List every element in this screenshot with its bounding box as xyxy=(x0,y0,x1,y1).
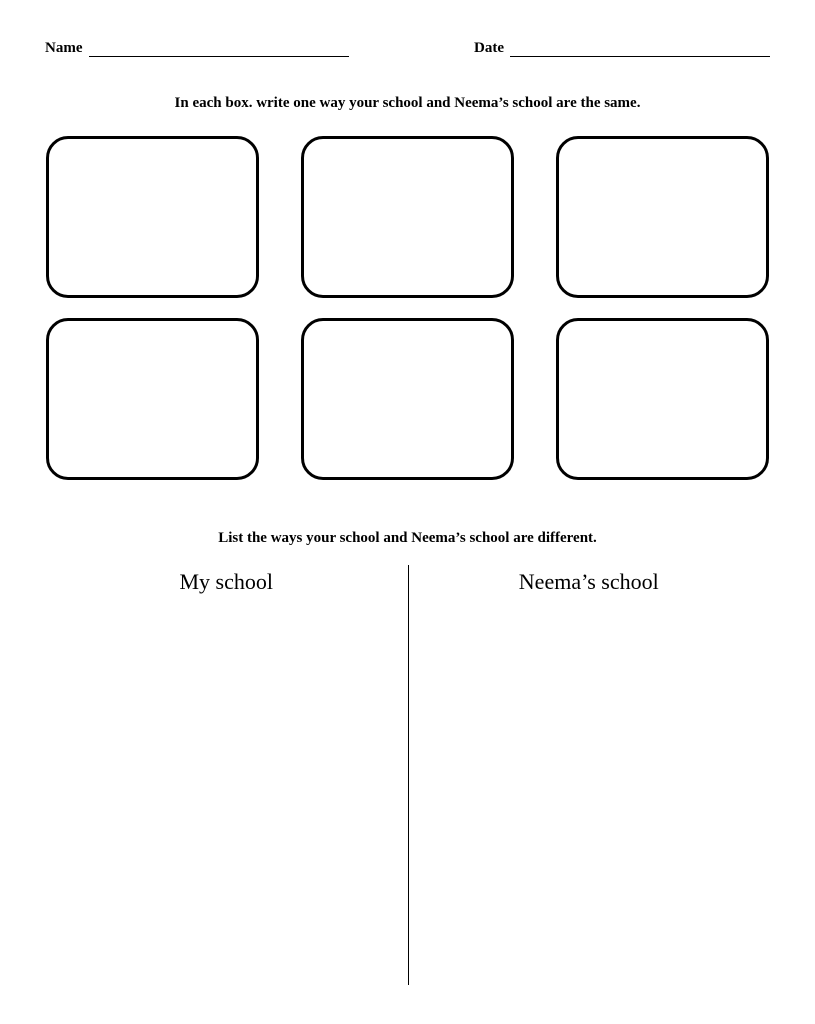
center-divider xyxy=(408,565,409,985)
same-instruction: In each box. write one way your school a… xyxy=(45,95,770,112)
neemas-school-heading: Neema’s school xyxy=(408,565,771,595)
name-label: Name xyxy=(45,40,83,57)
date-field: Date xyxy=(474,40,770,57)
same-box[interactable] xyxy=(556,318,769,480)
date-label: Date xyxy=(474,40,504,57)
same-box[interactable] xyxy=(301,318,514,480)
same-box[interactable] xyxy=(46,318,259,480)
same-box[interactable] xyxy=(556,136,769,298)
diff-instruction: List the ways your school and Neema’s sc… xyxy=(45,530,770,547)
worksheet-page: Name Date In each box. write one way you… xyxy=(0,0,815,1024)
name-input-line[interactable] xyxy=(89,43,349,57)
same-box[interactable] xyxy=(301,136,514,298)
header-row: Name Date xyxy=(45,40,770,57)
my-school-heading: My school xyxy=(45,565,408,595)
date-input-line[interactable] xyxy=(510,43,770,57)
same-boxes-grid xyxy=(45,136,770,480)
compare-row: My school Neema’s school xyxy=(45,565,770,595)
same-box[interactable] xyxy=(46,136,259,298)
name-field: Name xyxy=(45,40,349,57)
